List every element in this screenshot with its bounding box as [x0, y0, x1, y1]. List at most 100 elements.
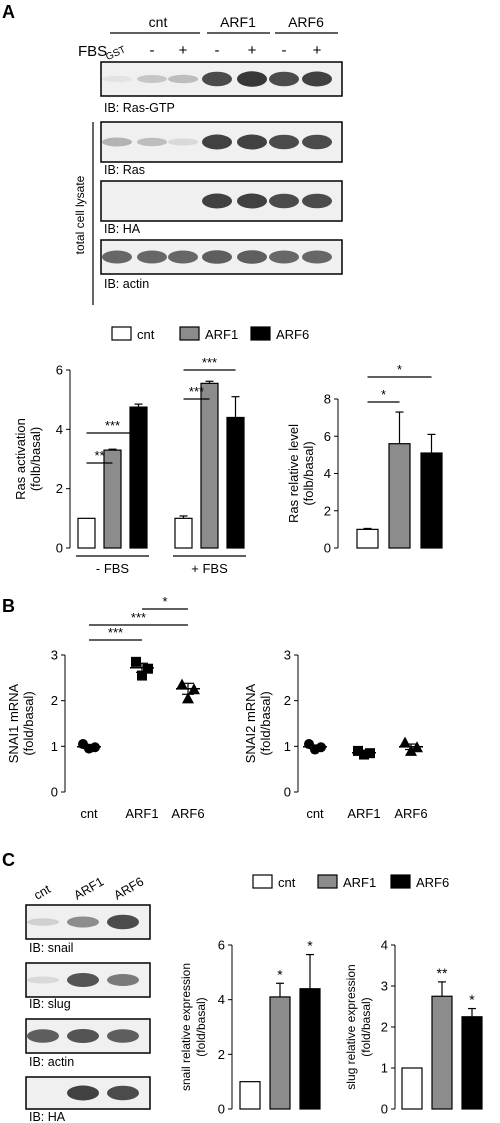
point-arf6 [405, 744, 417, 756]
lane-label-arf1: ARF1 [72, 874, 107, 902]
blot-band [302, 71, 332, 87]
y-tick-label: 2 [324, 503, 331, 518]
y-tick-label: 4 [381, 938, 388, 953]
legend-label-arf6: ARF6 [416, 875, 449, 890]
legend-label-arf1: ARF1 [343, 875, 376, 890]
bar-arf6 [420, 452, 443, 549]
blot-band [269, 134, 299, 150]
y-tick-label: 2 [51, 693, 58, 708]
legend-swatch-cnt [111, 326, 132, 341]
bar-cnt [239, 1081, 261, 1110]
y-tick-label: 2 [284, 693, 291, 708]
point-arf6 [399, 736, 411, 748]
panel-c-header: cnt ARF1 ARF6 [32, 874, 147, 902]
bar-arf1 [200, 382, 219, 549]
bar-arf1 [103, 449, 122, 549]
significance-label: * [162, 594, 167, 609]
lane-label-gst: GST [104, 44, 127, 63]
blot-band [102, 137, 132, 147]
blot-band [202, 71, 232, 87]
legend-swatch-arf1 [179, 326, 200, 341]
bar-arf6 [461, 1016, 483, 1110]
panel-label-a: A [2, 2, 15, 22]
blot-band [107, 914, 139, 930]
point-arf6 [176, 678, 188, 690]
significance-label: *** [108, 625, 123, 640]
significance-label: * [277, 966, 283, 982]
snail-expression-chart: 0 2 4 6 snail relative expression (fold/basal… [179, 938, 321, 1117]
blot-band [67, 916, 99, 928]
fbs-label: FBS [78, 43, 107, 60]
y-tick-label: 3 [51, 648, 58, 663]
blot-band [27, 1029, 59, 1043]
bar-arf1 [269, 996, 291, 1110]
blot-label: IB: Ras-GTP [104, 101, 175, 115]
blot-band [302, 193, 332, 209]
y-tick-label: 0 [51, 785, 58, 800]
y-tick-label: 0 [218, 1102, 225, 1117]
blot-label: IB: actin [104, 277, 149, 291]
side-label: total cell lysate [73, 175, 87, 254]
y-axis-label: (fold/basal) [21, 691, 36, 755]
lane-label: - [150, 42, 155, 59]
blot-band [27, 918, 59, 926]
blot-band [67, 973, 99, 987]
y-axis-label: SNAI1 mRNA [6, 683, 21, 763]
point-arf6 [182, 692, 194, 704]
panel-label-c: C [2, 850, 15, 870]
y-axis-label: (fold/basal) [194, 997, 208, 1056]
group-label-arf6: ARF6 [288, 14, 324, 30]
lane-label: - [215, 42, 220, 59]
point-arf1 [137, 670, 147, 681]
blot-band [302, 250, 332, 264]
blot-label: IB: HA [29, 1110, 66, 1123]
total-cell-lysate-bracket: total cell lysate [73, 122, 94, 305]
significance-label: ** [437, 965, 448, 981]
lane-label-arf6: ARF6 [112, 874, 147, 902]
legend-swatch-arf1 [317, 874, 338, 889]
bar-cnt [401, 1067, 423, 1110]
y-tick-label: 6 [218, 938, 225, 953]
y-axis-label: snail relative expression [179, 963, 193, 1091]
blot-label: IB: HA [104, 222, 141, 236]
y-tick-label: 0 [324, 541, 331, 556]
blot-band [107, 1085, 139, 1101]
lane-label-cnt: cnt [32, 882, 54, 903]
x-tick-label: ARF1 [125, 806, 158, 821]
lane-label: + [313, 42, 322, 59]
bar-arf6 [299, 988, 321, 1110]
y-tick-label: 0 [284, 785, 291, 800]
group-label-arf1: ARF1 [220, 14, 256, 30]
blot-label: IB: slug [29, 997, 71, 1011]
y-tick-label: 2 [218, 1047, 225, 1062]
legend-label-arf6: ARF6 [276, 327, 309, 342]
panel-c-legend: cnt ARF1 ARF6 [252, 874, 449, 890]
significance-label: *** [202, 355, 217, 370]
y-tick-label: 4 [56, 422, 63, 437]
x-tick-label: cnt [306, 806, 324, 821]
blot-band [269, 71, 299, 87]
panel-label-b: B [2, 596, 15, 616]
y-tick-label: 2 [381, 1020, 388, 1035]
y-tick-label: 4 [218, 992, 225, 1007]
point-arf1 [143, 663, 153, 674]
significance-label: * [381, 387, 386, 402]
blot-band [67, 1085, 99, 1101]
legend-swatch-arf6 [390, 874, 411, 889]
blot-band [237, 71, 267, 87]
blot-band [202, 250, 232, 264]
y-tick-label: 6 [56, 363, 63, 378]
blot-band [67, 1029, 99, 1043]
x-tick-label: ARF6 [394, 806, 427, 821]
y-axis-label: (folb/basal) [28, 427, 43, 491]
blot-band [237, 134, 267, 150]
blot-band [269, 250, 299, 264]
y-axis-label: SNAI2 mRNA [243, 683, 258, 763]
blot-band [102, 250, 132, 264]
x-tick-label: cnt [80, 806, 98, 821]
blot-band [107, 974, 139, 986]
legend-label-cnt: cnt [278, 875, 296, 890]
